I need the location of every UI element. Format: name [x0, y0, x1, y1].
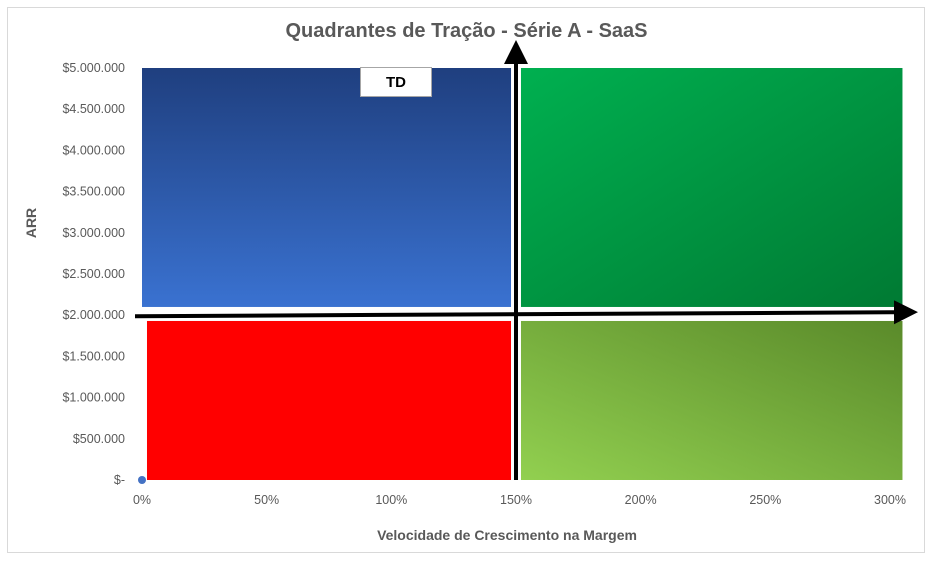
y-tick-label: $-	[114, 473, 125, 487]
quadrant-bottom-left	[146, 320, 512, 480]
y-tick-label: $2.500.000	[62, 267, 125, 281]
x-tick-label: 200%	[625, 493, 657, 507]
y-tick-label: $2.000.000	[62, 308, 125, 322]
y-tick-label: $4.000.000	[62, 143, 125, 157]
horizontal-divider-arrow	[134, 300, 918, 325]
quadrant-bottom-right	[520, 320, 903, 480]
chart-title: Quadrantes de Tração - Série A - SaaS	[285, 20, 648, 42]
data-point	[138, 476, 146, 484]
x-tick-label: 100%	[375, 493, 407, 507]
y-tick-label: $3.000.000	[62, 226, 125, 240]
x-tick-label: 300%	[874, 493, 906, 507]
quadrant-top-left	[142, 68, 512, 307]
x-tick-label: 250%	[749, 493, 781, 507]
y-tick-label: $5.000.000	[62, 61, 125, 75]
x-tick-label: 50%	[254, 493, 279, 507]
y-tick-label: $4.500.000	[62, 102, 125, 116]
y-tick-label: $500.000	[73, 432, 125, 446]
x-tick-label: 150%	[500, 493, 532, 507]
quadrant-top-right	[520, 68, 903, 307]
y-tick-label: $1.000.000	[62, 391, 125, 405]
y-tick-label: $3.500.000	[62, 185, 125, 199]
annotation-td: TD	[360, 67, 432, 97]
x-axis-label: Velocidade de Crescimento na Margem	[377, 527, 637, 543]
y-tick-label: $1.500.000	[62, 349, 125, 363]
x-tick-label: 0%	[133, 493, 151, 507]
